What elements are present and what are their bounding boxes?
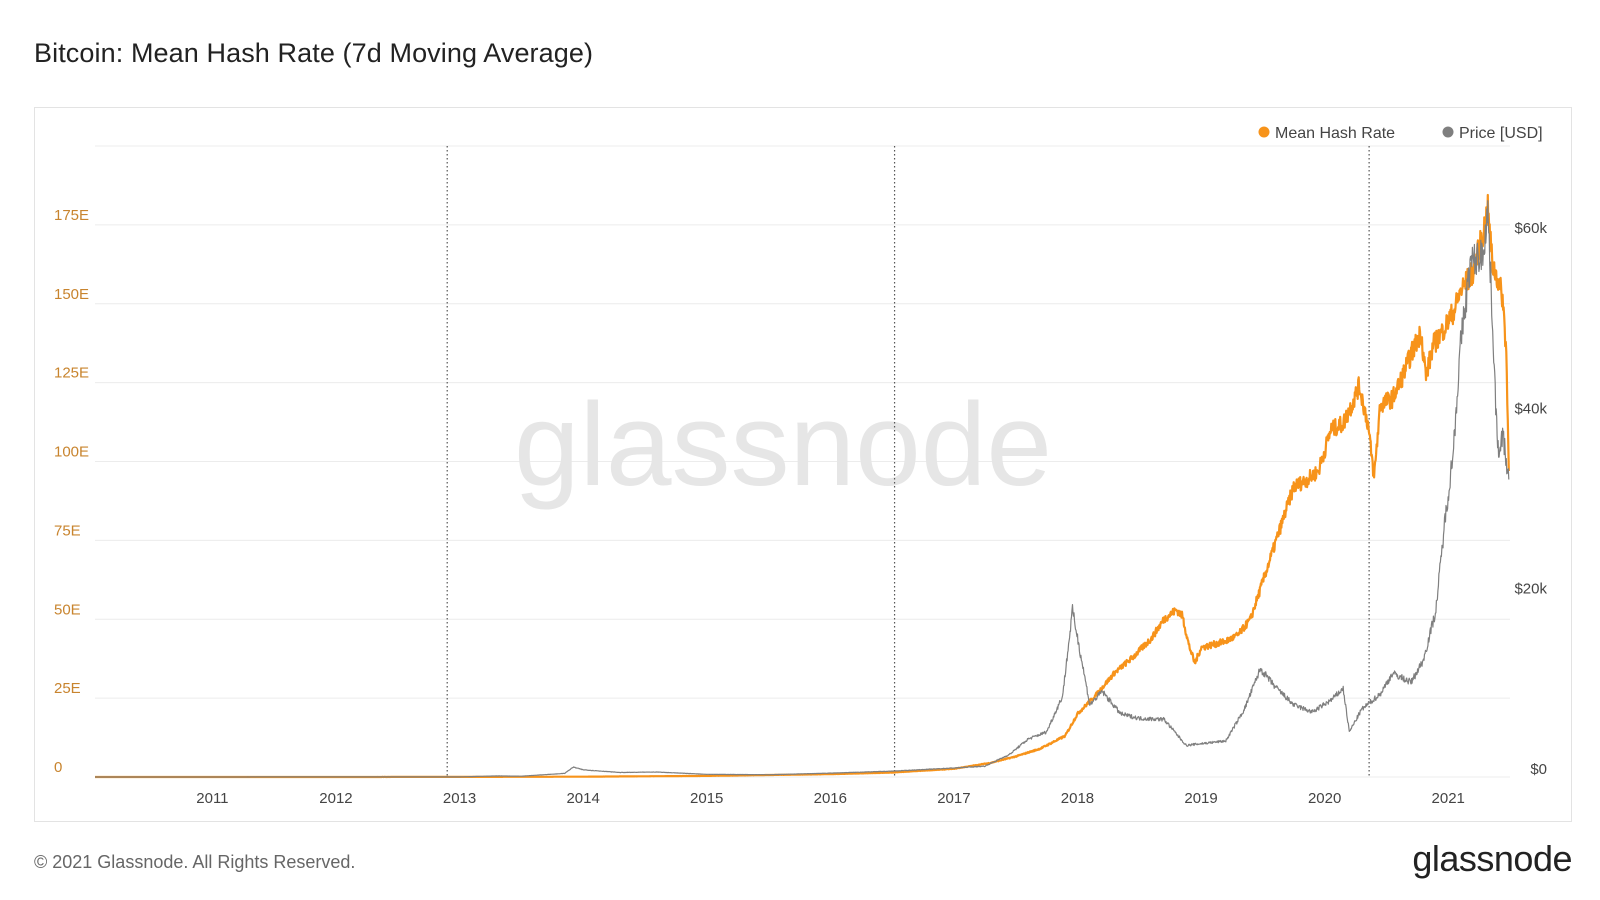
x-tick-label: 2016 bbox=[814, 790, 847, 807]
glassnode-logo[interactable]: glassnode bbox=[1412, 838, 1572, 879]
x-tick-label: 2018 bbox=[1061, 790, 1094, 807]
x-tick-label: 2017 bbox=[937, 790, 970, 807]
y-left-tick-label: 175E bbox=[54, 207, 89, 224]
halving-layer bbox=[446, 146, 1370, 777]
y-left-tick-label: 150E bbox=[54, 286, 89, 303]
legend-price-label[interactable]: Price [USD] bbox=[1459, 125, 1543, 142]
footer-copyright: © 2021 Glassnode. All Rights Reserved. bbox=[34, 852, 356, 872]
x-tick-label: 2014 bbox=[566, 790, 599, 807]
x-tick-label: 2012 bbox=[319, 790, 352, 807]
y-left-tick-label: 100E bbox=[54, 444, 89, 461]
legend: Mean Hash Rate Price [USD] bbox=[1258, 125, 1543, 142]
x-tick-label: 2021 bbox=[1432, 790, 1465, 807]
legend-price-dot bbox=[1442, 126, 1454, 138]
y-right-tick-label: $60k bbox=[1514, 220, 1547, 237]
chart-title: Bitcoin: Mean Hash Rate (7d Moving Avera… bbox=[34, 38, 594, 68]
x-tick-label: 2015 bbox=[690, 790, 723, 807]
y-right-tick-label: $20k bbox=[1514, 581, 1547, 598]
y-right-tick-label: $40k bbox=[1514, 400, 1547, 417]
series-layer bbox=[94, 193, 1510, 779]
x-tick-label: 2019 bbox=[1184, 790, 1217, 807]
legend-hash-rate-dot bbox=[1258, 126, 1270, 138]
x-tick-label: 2011 bbox=[196, 790, 228, 807]
y-right-tick-label: $0 bbox=[1530, 761, 1547, 778]
series-line-price-usd- bbox=[94, 200, 1510, 778]
y-left-tick-label: 50E bbox=[54, 601, 81, 618]
legend-hash-rate-label[interactable]: Mean Hash Rate bbox=[1275, 125, 1395, 142]
y-left-tick-label: 0 bbox=[54, 759, 62, 776]
watermark-text: glassnode bbox=[514, 379, 1052, 511]
chart-frame bbox=[34, 107, 1572, 822]
axis-layer: 0 25E 50E 75E 100E 125E 150E 175E $0 $20k $40k $60k… bbox=[54, 207, 1547, 807]
x-tick-label: 2013 bbox=[443, 790, 476, 807]
y-left-tick-label: 125E bbox=[54, 365, 89, 382]
x-tick-label: 2020 bbox=[1308, 790, 1341, 807]
y-left-tick-label: 25E bbox=[54, 680, 81, 697]
y-left-tick-label: 75E bbox=[54, 522, 81, 539]
